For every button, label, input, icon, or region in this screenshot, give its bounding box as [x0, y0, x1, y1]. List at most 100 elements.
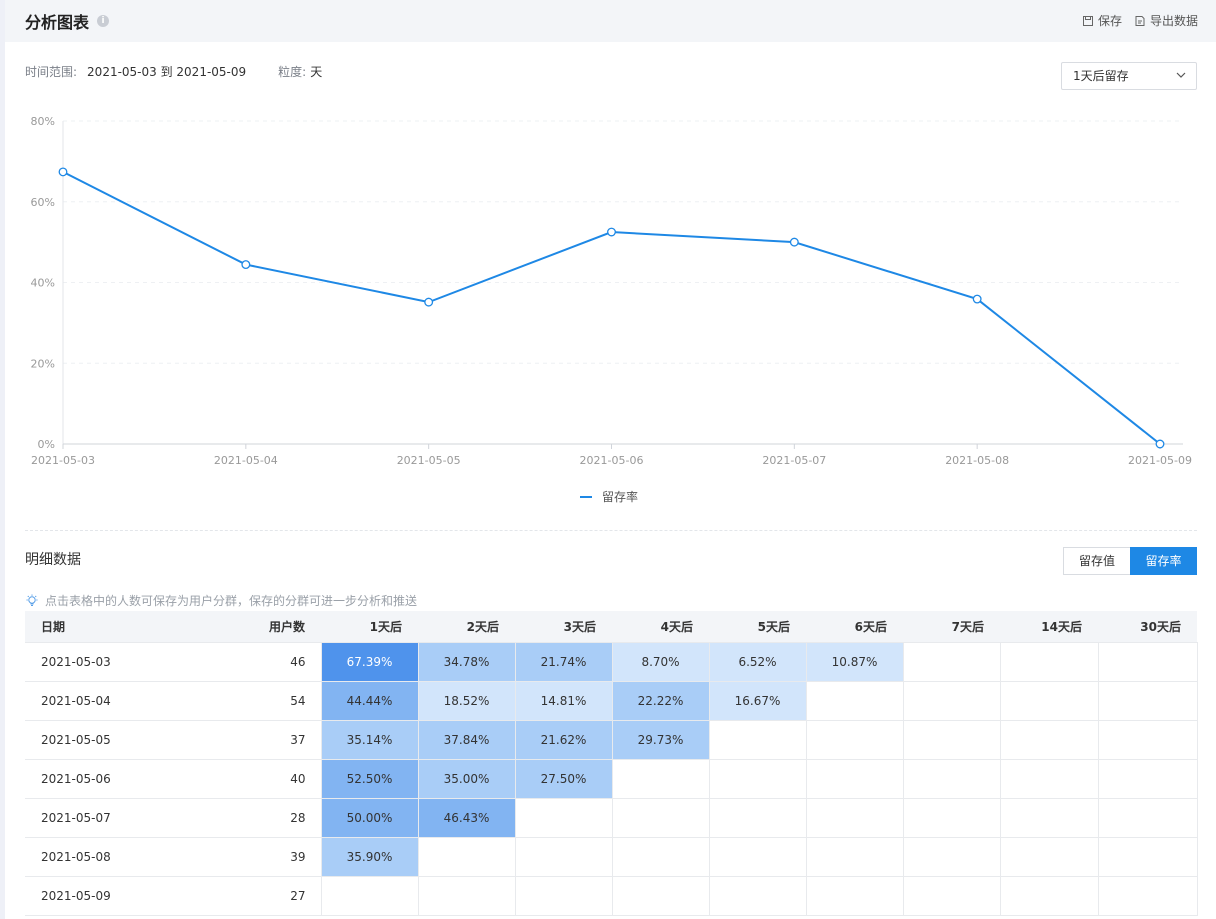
column-header: 用户数	[175, 611, 321, 642]
granularity-label: 粒度:	[278, 65, 307, 79]
cell-retention[interactable]: 18.52%	[417, 680, 516, 721]
cell-retention	[805, 836, 904, 877]
x-tick-label: 2021-05-07	[762, 454, 826, 467]
hint-label: 点击表格中的人数可保存为用户分群，保存的分群可进一步分析和推送	[45, 594, 418, 608]
cell-retention	[1097, 641, 1198, 682]
column-header: 1天后	[321, 611, 418, 642]
cell-user-count[interactable]: 27	[175, 875, 322, 916]
table-row: 2021-05-06 40 52.50% 35.00% 27.50%	[25, 758, 1198, 799]
cell-user-count[interactable]: 40	[175, 758, 322, 799]
retention-select[interactable]: 1天后留存	[1061, 62, 1197, 90]
cell-retention	[417, 875, 516, 916]
toggle-retention-value[interactable]: 留存值	[1063, 547, 1130, 575]
cell-retention[interactable]: 21.74%	[514, 641, 613, 682]
cell-retention	[417, 836, 516, 877]
x-tick-label: 2021-05-04	[214, 454, 278, 467]
cell-retention[interactable]: 35.00%	[417, 758, 516, 799]
data-point	[789, 237, 799, 247]
cell-retention	[999, 875, 1099, 916]
cell-retention	[611, 836, 710, 877]
cell-retention[interactable]: 10.87%	[805, 641, 904, 682]
cell-retention	[999, 641, 1099, 682]
info-icon[interactable]: i	[97, 15, 110, 27]
chevron-down-icon	[1176, 72, 1186, 78]
retention-table: 日期 用户数 1天后 2天后 3天后 4天后 5天后 6天后 7天后 14天后 30天后 2021-…	[25, 611, 1198, 916]
cell-retention[interactable]: 21.62%	[514, 719, 613, 760]
cell-retention[interactable]: 35.90%	[320, 836, 419, 877]
cell-retention[interactable]: 27.50%	[514, 758, 613, 799]
cell-retention	[611, 758, 710, 799]
cell-date: 2021-05-07	[25, 797, 175, 838]
cell-user-count[interactable]: 37	[175, 719, 322, 760]
cell-retention	[999, 719, 1099, 760]
cell-retention	[999, 680, 1099, 721]
column-header: 3天后	[515, 611, 612, 642]
cell-date: 2021-05-08	[25, 836, 175, 877]
cell-retention[interactable]: 6.52%	[708, 641, 807, 682]
cell-retention	[514, 797, 613, 838]
cell-retention[interactable]: 34.78%	[417, 641, 516, 682]
y-tick-label: 0%	[38, 438, 55, 451]
column-header: 日期	[25, 611, 175, 642]
data-point	[607, 227, 616, 237]
left-edge-bar	[0, 0, 5, 919]
cell-retention[interactable]: 16.67%	[708, 680, 807, 721]
series-line-retention-rate	[62, 171, 1161, 445]
x-tick-label: 2021-05-06	[580, 454, 644, 467]
section-divider	[25, 530, 1197, 531]
cell-retention[interactable]: 44.44%	[320, 680, 419, 721]
y-tick-label: 80%	[31, 115, 55, 128]
cell-user-count[interactable]: 54	[175, 680, 322, 721]
export-data-button[interactable]: 导出数据	[1134, 12, 1198, 29]
cell-date: 2021-05-05	[25, 719, 175, 760]
cell-retention	[514, 875, 613, 916]
cell-retention[interactable]: 37.84%	[417, 719, 516, 760]
column-header: 14天后	[1000, 611, 1098, 642]
cell-retention[interactable]: 35.14%	[320, 719, 419, 760]
cell-retention	[805, 875, 904, 916]
page-header: 分析图表 i 保存 导出数据	[5, 0, 1216, 42]
cell-retention	[805, 680, 904, 721]
x-tick-label: 2021-05-09	[1128, 454, 1192, 467]
cell-retention[interactable]: 22.22%	[611, 680, 710, 721]
table-row: 2021-05-08 39 35.90%	[25, 836, 1198, 877]
cell-retention[interactable]: 50.00%	[320, 797, 419, 838]
cell-retention[interactable]: 67.39%	[320, 641, 419, 682]
cell-user-count[interactable]: 46	[175, 641, 322, 682]
cell-retention[interactable]: 14.81%	[514, 680, 613, 721]
table-row: 2021-05-03 46 67.39% 34.78% 21.74% 8.70% 6.52%…	[25, 641, 1198, 682]
legend-label: 留存率	[602, 489, 638, 504]
cell-retention	[999, 758, 1099, 799]
y-tick-label: 20%	[31, 357, 55, 370]
value-toggle: 留存值 留存率	[1063, 547, 1197, 575]
retention-select-value: 1天后留存	[1073, 69, 1129, 83]
cell-retention	[708, 875, 807, 916]
cell-retention	[514, 836, 613, 877]
cell-retention[interactable]: 46.43%	[417, 797, 516, 838]
cell-retention	[805, 758, 904, 799]
cell-retention[interactable]: 8.70%	[611, 641, 710, 682]
cell-retention	[1097, 680, 1198, 721]
data-point	[241, 260, 251, 270]
data-point	[58, 167, 68, 177]
column-header: 4天后	[612, 611, 709, 642]
x-tick-label: 2021-05-08	[945, 454, 1009, 467]
x-tick-label: 2021-05-03	[31, 454, 95, 467]
cell-date: 2021-05-04	[25, 680, 175, 721]
cell-user-count[interactable]: 28	[175, 797, 322, 838]
cell-retention[interactable]: 29.73%	[611, 719, 710, 760]
save-button[interactable]: 保存	[1082, 12, 1122, 29]
time-range-value[interactable]: 2021-05-03 到 2021-05-09	[87, 65, 247, 79]
export-label: 导出数据	[1149, 14, 1198, 28]
cell-retention[interactable]: 52.50%	[320, 758, 419, 799]
cell-retention	[1097, 797, 1198, 838]
cell-retention	[708, 797, 807, 838]
cell-retention	[902, 680, 1001, 721]
cell-retention	[611, 875, 710, 916]
granularity-value[interactable]: 天	[310, 65, 323, 79]
cell-retention	[708, 836, 807, 877]
column-header: 5天后	[709, 611, 806, 642]
toggle-retention-rate[interactable]: 留存率	[1130, 547, 1197, 575]
cell-user-count[interactable]: 39	[175, 836, 322, 877]
table-row: 2021-05-05 37 35.14% 37.84% 21.62% 29.73%	[25, 719, 1198, 760]
